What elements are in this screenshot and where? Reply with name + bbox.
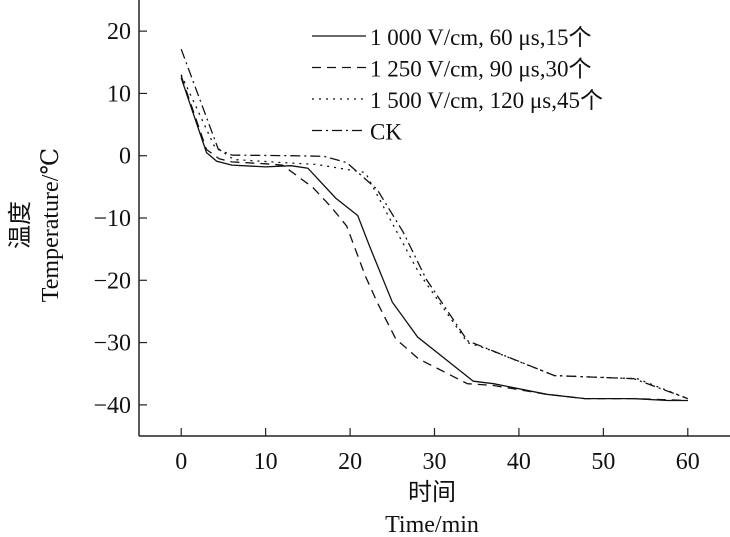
y-tick-label: 20: [107, 19, 131, 45]
y-tick-label: −30: [93, 331, 131, 357]
legend: 1 000 V/cm, 60 μs,15个 1 250 V/cm, 90 μs,3…: [312, 25, 603, 145]
x-tick-label: 10: [254, 449, 278, 475]
x-axis-label: Time/min: [385, 512, 479, 537]
legend-label-3: 1 500 V/cm, 120 μs,45个: [370, 88, 603, 113]
x-tick-label: 20: [338, 449, 362, 475]
y-tick-label: −10: [93, 206, 131, 232]
y-tick-label: 0: [119, 144, 131, 170]
y-tick-label: −20: [93, 268, 131, 294]
legend-label-1: 1 000 V/cm, 60 μs,15个: [370, 25, 591, 50]
x-tick-label: 50: [591, 449, 615, 475]
x-axis-label-cn: 时间: [408, 479, 456, 506]
series-group: [180, 48, 689, 402]
axes: 0 10 20 30 40 50 60 20 10 0 −10 −20 −30 −40: [93, 0, 730, 475]
legend-label-4: CK: [370, 120, 402, 145]
series-line-1: [180, 77, 688, 402]
series-line-4: [180, 48, 689, 400]
y-tick-label: −40: [93, 393, 131, 419]
y-tick-label: 10: [107, 81, 131, 107]
x-tick-label: 60: [676, 449, 700, 475]
x-tick-label: 0: [175, 449, 187, 475]
x-tick-label: 40: [507, 449, 531, 475]
series-line-2: [180, 75, 688, 402]
y-axis-label: Temperature/℃: [38, 148, 64, 302]
x-tick-label: 30: [423, 449, 447, 475]
legend-label-2: 1 250 V/cm, 90 μs,30个: [370, 57, 591, 82]
y-axis-label-cn: 温度: [7, 201, 34, 249]
